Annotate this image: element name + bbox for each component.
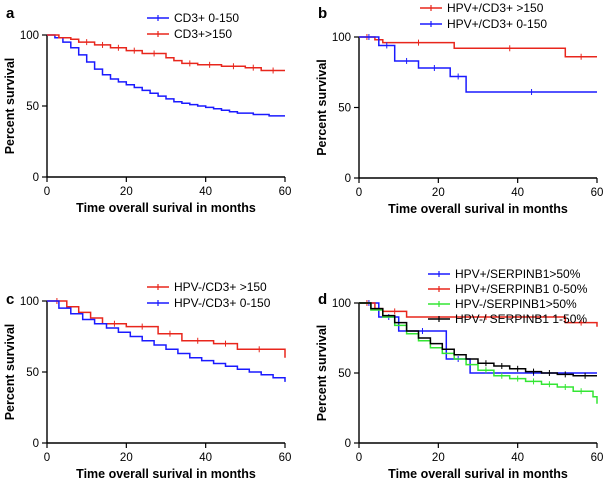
x-axis-title: Time overall surival in months (388, 202, 568, 216)
series-line-1 (47, 34, 285, 117)
series-line-2 (359, 36, 597, 93)
legend-label: HPV-/CD3+ >150 (174, 280, 267, 294)
legend-label: HPV-/ SERPINB1 1-50% (455, 312, 587, 326)
panel-b: b 0 20 40 60 0 50 100 Time overall surival in mo… (315, 1, 603, 216)
legend-label: CD3+>150 (174, 27, 232, 41)
panel-d: d 0 20 40 60 0 50 100 Time overall surival in mo… (315, 267, 603, 481)
x-axis-title: Time overall surival in months (388, 467, 568, 481)
x-tick-label: 40 (199, 452, 212, 464)
panel-letter: d (318, 291, 327, 308)
series-line-2 (359, 302, 598, 327)
x-axis-title: Time overall surival in months (76, 201, 256, 215)
panel-letter: c (6, 291, 14, 308)
series-line-3 (359, 302, 598, 404)
x-tick-label: 60 (279, 452, 292, 464)
y-axis-title: Percent survival (3, 324, 17, 421)
y-tick-label: 50 (338, 103, 351, 115)
y-tick-label: 50 (26, 367, 39, 379)
x-tick-label: 20 (432, 187, 445, 199)
y-tick-label: 0 (345, 438, 351, 450)
legend-label: HPV+/CD3+ 0-150 (447, 17, 547, 31)
legend-label: HPV-/CD3+ 0-150 (174, 296, 271, 310)
x-tick-label: 60 (279, 186, 292, 198)
y-tick-label: 0 (33, 438, 39, 450)
x-tick-label: 40 (511, 452, 524, 464)
x-tick-label: 60 (591, 452, 604, 464)
y-tick-label: 50 (26, 101, 39, 113)
x-tick-label: 0 (44, 452, 50, 464)
x-tick-label: 0 (356, 187, 362, 199)
x-tick-label: 20 (120, 186, 133, 198)
x-tick-label: 40 (511, 187, 524, 199)
series-line-4 (359, 302, 597, 377)
legend-label: HPV-/SERPINB1>50% (455, 297, 577, 311)
y-tick-label: 0 (33, 172, 39, 184)
y-axis-title: Percent survival (315, 59, 329, 156)
y-tick-label: 0 (345, 173, 351, 185)
legend-label: HPV+/SERPINB1 0-50% (455, 282, 588, 296)
y-tick-label: 100 (20, 296, 39, 308)
panel-letter: b (318, 5, 327, 22)
legend-label: HPV+/CD3+ >150 (447, 1, 544, 15)
x-tick-label: 20 (120, 452, 133, 464)
panel-c: c 0 20 40 60 0 50 100 Time overall surival in mo… (3, 280, 291, 481)
x-tick-label: 0 (44, 186, 50, 198)
y-tick-label: 100 (20, 30, 39, 42)
y-tick-label: 100 (332, 32, 351, 44)
panel-a: a 0 20 40 60 0 50 100 Time overall surival in mo… (3, 5, 291, 215)
series-line-2 (47, 34, 285, 72)
y-axis-title: Percent survival (315, 325, 329, 422)
y-axis-title: Percent survival (3, 58, 17, 155)
legend-label: HPV+/SERPINB1>50% (455, 267, 581, 281)
legend-label: CD3+ 0-150 (174, 11, 239, 25)
x-axis-title: Time overall surival in months (76, 467, 256, 481)
x-tick-label: 20 (432, 452, 445, 464)
series-line-2 (47, 300, 286, 382)
y-tick-label: 50 (338, 368, 351, 380)
x-tick-label: 0 (356, 452, 362, 464)
x-tick-label: 40 (199, 186, 212, 198)
panel-letter: a (6, 5, 15, 22)
x-tick-label: 60 (591, 187, 604, 199)
y-tick-label: 100 (332, 298, 351, 310)
